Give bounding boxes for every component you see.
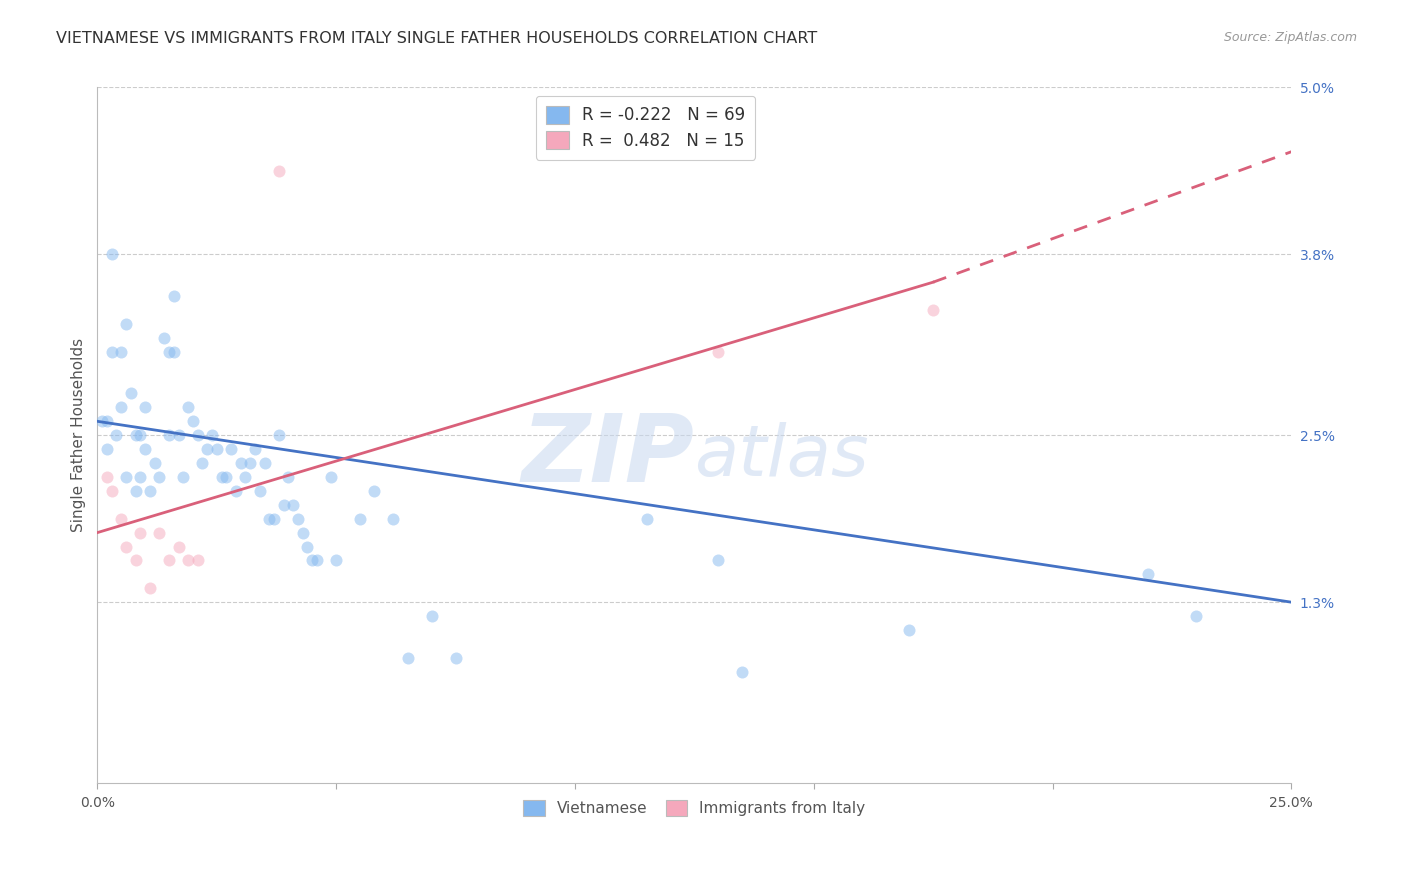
Point	[129, 525, 152, 540]
Point	[325, 553, 347, 567]
Point	[96, 442, 118, 457]
Point	[239, 456, 262, 470]
Point	[157, 344, 180, 359]
Point	[349, 511, 371, 525]
Point	[139, 581, 162, 595]
Point	[157, 428, 180, 442]
Point	[181, 414, 204, 428]
Point	[898, 623, 921, 637]
Point	[139, 483, 162, 498]
Point	[243, 442, 266, 457]
Point	[91, 414, 114, 428]
Point	[321, 470, 343, 484]
Point	[273, 498, 295, 512]
Point	[420, 609, 443, 624]
Point	[267, 428, 290, 442]
Point	[110, 511, 132, 525]
Point	[115, 540, 138, 554]
Point	[96, 414, 118, 428]
Point	[167, 428, 190, 442]
Point	[707, 344, 730, 359]
Point	[444, 650, 467, 665]
Point	[922, 303, 945, 318]
Text: Source: ZipAtlas.com: Source: ZipAtlas.com	[1223, 31, 1357, 45]
Point	[172, 470, 194, 484]
Point	[249, 483, 271, 498]
Point	[195, 442, 218, 457]
Point	[115, 470, 138, 484]
Point	[225, 483, 247, 498]
Point	[100, 344, 122, 359]
Point	[153, 331, 176, 345]
Point	[115, 317, 138, 331]
Point	[382, 511, 405, 525]
Point	[124, 483, 146, 498]
Point	[134, 401, 156, 415]
Point	[283, 498, 305, 512]
Point	[277, 470, 299, 484]
Point	[267, 164, 290, 178]
Point	[110, 401, 132, 415]
Point	[191, 456, 214, 470]
Point	[201, 428, 224, 442]
Text: VIETNAMESE VS IMMIGRANTS FROM ITALY SINGLE FATHER HOUSEHOLDS CORRELATION CHART: VIETNAMESE VS IMMIGRANTS FROM ITALY SING…	[56, 31, 817, 46]
Point	[187, 553, 209, 567]
Point	[636, 511, 658, 525]
Point	[396, 650, 419, 665]
Point	[120, 386, 142, 401]
Point	[253, 456, 276, 470]
Point	[287, 511, 309, 525]
Point	[100, 247, 122, 261]
Point	[1184, 609, 1206, 624]
Point	[205, 442, 228, 457]
Point	[143, 456, 166, 470]
Point	[157, 553, 180, 567]
Point	[148, 470, 170, 484]
Point	[263, 511, 285, 525]
Point	[215, 470, 238, 484]
Point	[305, 553, 328, 567]
Point	[148, 525, 170, 540]
Point	[134, 442, 156, 457]
Point	[105, 428, 128, 442]
Legend: Vietnamese, Immigrants from Italy: Vietnamese, Immigrants from Italy	[516, 792, 873, 824]
Point	[235, 470, 257, 484]
Point	[124, 428, 146, 442]
Point	[129, 470, 152, 484]
Point	[177, 553, 200, 567]
Point	[291, 525, 314, 540]
Point	[100, 483, 122, 498]
Point	[229, 456, 252, 470]
Point	[124, 553, 146, 567]
Point	[167, 540, 190, 554]
Point	[297, 540, 319, 554]
Point	[707, 553, 730, 567]
Point	[211, 470, 233, 484]
Point	[177, 401, 200, 415]
Point	[301, 553, 323, 567]
Y-axis label: Single Father Households: Single Father Households	[72, 338, 86, 533]
Point	[163, 344, 186, 359]
Point	[259, 511, 281, 525]
Point	[129, 428, 152, 442]
Point	[110, 344, 132, 359]
Point	[187, 428, 209, 442]
Point	[731, 665, 754, 679]
Point	[363, 483, 385, 498]
Point	[219, 442, 242, 457]
Text: atlas: atlas	[695, 422, 869, 491]
Point	[1137, 567, 1160, 582]
Text: ZIP: ZIP	[522, 410, 695, 502]
Point	[163, 289, 186, 303]
Point	[96, 470, 118, 484]
